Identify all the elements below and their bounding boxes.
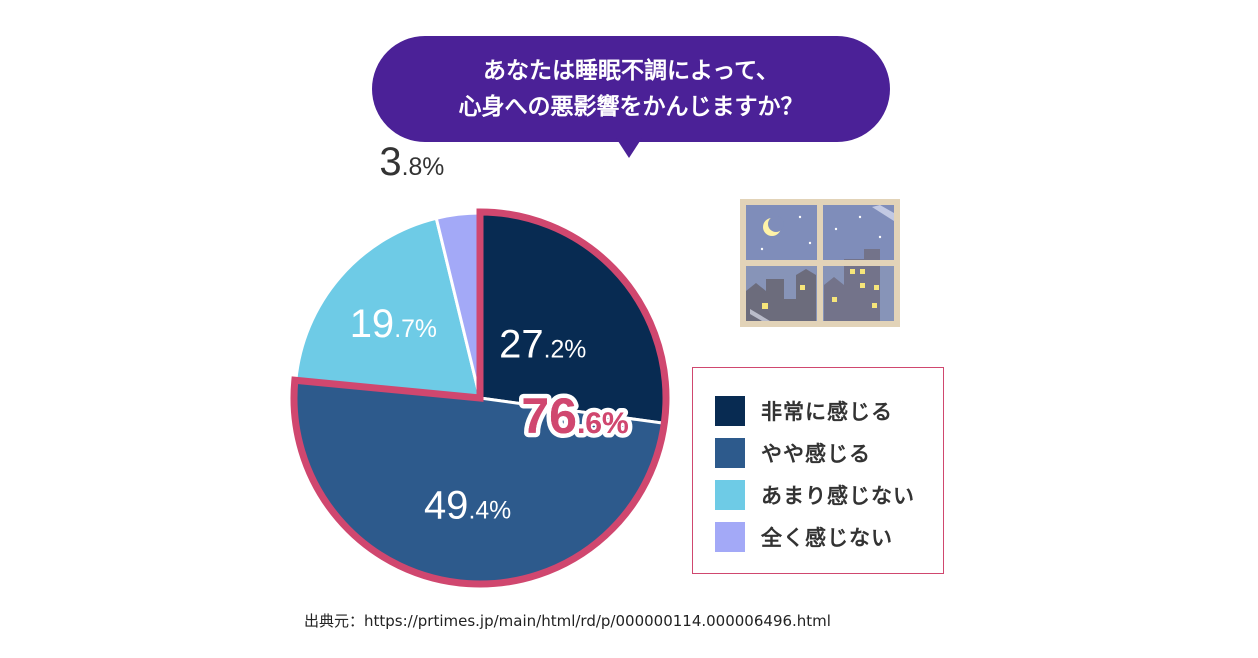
question-bubble: あなたは睡眠不調によって、 心身への悪影響をかんじますか？: [372, 36, 890, 142]
highlight-total-label: 76.6%: [521, 388, 628, 444]
question-line-1: あなたは睡眠不調によって、: [482, 58, 779, 84]
legend-label: 非常に感じる: [761, 400, 893, 424]
question-bubble-tail: [616, 138, 642, 158]
legend-label: 全く感じない: [761, 526, 893, 550]
legend: 非常に感じる やや感じる あまり感じない 全く感じない: [692, 367, 944, 574]
source-citation: 出典元：https://prtimes.jp/main/html/rd/p/00…: [304, 612, 831, 630]
legend-label: やや感じる: [761, 442, 871, 466]
legend-swatch-not-at-all: [715, 522, 745, 552]
legend-item: やや感じる: [715, 432, 943, 474]
label-somewhat: 49.4%: [424, 484, 511, 528]
label-not-at-all: 3.8%: [379, 140, 444, 184]
slice-not-much: [294, 216, 482, 400]
night-window-icon: [740, 199, 900, 327]
highlight-outline: [290, 208, 670, 588]
highlight-total-outline: 76.6%: [521, 388, 628, 444]
label-very: 27.2%: [499, 322, 586, 366]
legend-item: あまり感じない: [715, 474, 943, 516]
legend-item: 非常に感じる: [715, 390, 943, 432]
label-not-much: 19.7%: [350, 302, 437, 346]
legend-swatch-very: [715, 396, 745, 426]
legend-swatch-somewhat: [715, 438, 745, 468]
legend-item: 全く感じない: [715, 516, 943, 558]
pie-labels: 27.2%49.4%19.7%3.8%76.6%76.6%: [350, 140, 633, 528]
question-line-2: 心身への悪影響をかんじますか？: [458, 94, 804, 120]
legend-label: あまり感じない: [761, 484, 915, 508]
legend-swatch-not-much: [715, 480, 745, 510]
